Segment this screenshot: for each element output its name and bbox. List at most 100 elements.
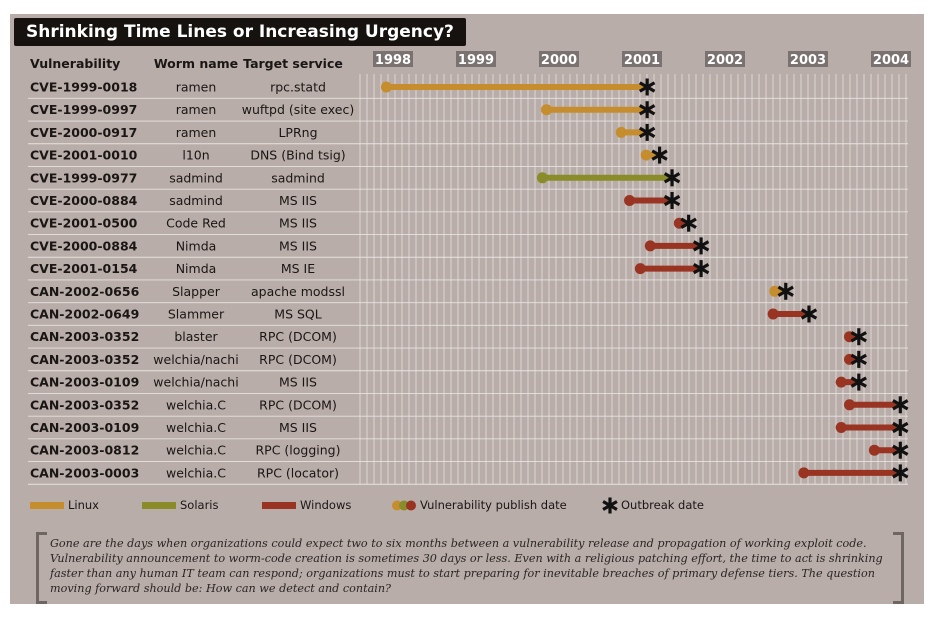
year-tick-bg	[622, 51, 662, 67]
publish-dot	[644, 240, 656, 252]
legend-dot-linux	[392, 500, 402, 511]
legend-label-linux: Linux	[68, 498, 99, 512]
worm-name: ramen	[176, 125, 217, 140]
outbreak-asterisk	[892, 396, 909, 414]
worm-name: blaster	[174, 329, 218, 344]
vulnerability-id: CVE-1999-0997	[30, 102, 137, 117]
worm-name: Slapper	[172, 284, 221, 299]
outbreak-asterisk	[850, 328, 867, 346]
outbreak-asterisk	[850, 350, 867, 368]
year-tick-label: 2002	[707, 53, 743, 68]
target-service: MS IIS	[279, 420, 317, 435]
worm-name: ramen	[176, 102, 217, 117]
outbreak-asterisk	[800, 305, 818, 323]
target-service: RPC (logging)	[256, 443, 341, 458]
publish-dot	[835, 422, 847, 433]
vulnerability-id: CVE-2000-0884	[30, 193, 138, 208]
publish-dot	[640, 149, 652, 161]
outbreak-asterisk	[692, 260, 710, 278]
year-tick-label: 2001	[624, 53, 660, 68]
legend-swatch-windows	[262, 502, 296, 509]
outbreak-asterisk	[777, 282, 794, 300]
publish-dot	[541, 104, 553, 116]
target-service: MS SQL	[274, 307, 321, 322]
year-tick-label: 2000	[541, 53, 577, 68]
target-service: wuftpd (site exec)	[242, 102, 354, 117]
worm-name: welchia.C	[166, 465, 226, 480]
publish-dot	[798, 467, 810, 479]
legend-dot-windows	[406, 500, 416, 511]
year-tick-bg	[456, 51, 496, 67]
publish-dot	[536, 172, 548, 184]
target-service: MS IIS	[279, 375, 317, 390]
vulnerability-id: CVE-2001-0154	[30, 261, 138, 276]
quote-bracket-left	[36, 532, 47, 604]
publish-dot	[868, 444, 880, 456]
vulnerability-id: CAN-2003-0352	[30, 329, 139, 344]
worm-name: Nimda	[176, 261, 217, 276]
outbreak-asterisk	[892, 441, 909, 459]
year-tick-label: 2004	[873, 53, 909, 68]
outbreak-asterisk	[692, 237, 710, 255]
legend-label-solaris: Solaris	[180, 498, 219, 512]
year-tick-bg	[705, 51, 745, 67]
outbreak-asterisk	[680, 214, 697, 232]
vulnerability-id: CVE-1999-0018	[30, 80, 137, 95]
target-service: LPRng	[278, 125, 317, 140]
worm-name: welchia.C	[166, 397, 226, 412]
publish-dot	[767, 308, 779, 320]
quote-bracket-right	[893, 532, 904, 604]
outbreak-asterisk	[663, 192, 681, 209]
worm-name: Code Red	[166, 216, 226, 231]
worm-name: welchia/nachi	[153, 375, 238, 390]
publish-dot	[634, 263, 646, 275]
vulnerability-id: CAN-2002-0649	[30, 307, 139, 322]
publish-dot	[615, 126, 627, 138]
worm-name: sadmind	[169, 193, 223, 208]
outbreak-asterisk	[638, 123, 656, 141]
worm-name: ramen	[176, 80, 217, 95]
legend-asterisk	[602, 497, 618, 514]
worm-name: welchia.C	[166, 443, 226, 458]
publish-dot	[624, 195, 636, 206]
vulnerability-id: CAN-2003-0109	[30, 375, 139, 390]
outbreak-asterisk	[892, 464, 909, 482]
legend-swatch-solaris	[142, 502, 176, 509]
outbreak-asterisk	[651, 146, 668, 164]
target-service: MS IIS	[279, 216, 317, 231]
worm-name: Slammer	[168, 307, 225, 322]
outbreak-asterisk	[892, 419, 909, 436]
target-service: RPC (locator)	[257, 465, 339, 480]
vulnerability-id: CVE-2000-0917	[30, 125, 137, 140]
legend-label-publish: Vulnerability publish date	[420, 498, 567, 512]
year-tick-label: 2003	[790, 53, 826, 68]
target-service: rpc.statd	[270, 80, 326, 95]
year-tick-bg	[788, 51, 828, 67]
header-worm-name: Worm name	[154, 56, 238, 71]
publish-dot	[769, 285, 781, 297]
year-tick-bg	[539, 51, 579, 67]
target-service: RPC (DCOM)	[259, 397, 337, 412]
legend-dot-solaris	[399, 500, 409, 511]
target-service: MS IE	[281, 261, 315, 276]
year-tick-bg	[373, 51, 413, 67]
target-service: MS IIS	[279, 193, 317, 208]
publish-dot	[844, 399, 855, 411]
vulnerability-id: CVE-2001-0010	[30, 148, 138, 163]
target-service: DNS (Bind tsig)	[250, 148, 345, 163]
publish-dot	[835, 376, 847, 388]
outbreak-asterisk	[663, 169, 681, 187]
vulnerability-id: CVE-1999-0977	[30, 170, 137, 185]
year-tick-label: 1999	[458, 53, 494, 68]
plot-area	[356, 74, 908, 484]
worm-name: welchia.C	[166, 420, 226, 435]
chart-title: Shrinking Time Lines or Increasing Urgen…	[14, 18, 466, 46]
outbreak-asterisk	[638, 101, 656, 119]
vulnerability-id: CAN-2003-0352	[30, 352, 139, 367]
legend-label-outbreak: Outbreak date	[621, 498, 704, 512]
worm-name: sadmind	[169, 170, 223, 185]
vulnerability-id: CVE-2000-0884	[30, 238, 138, 253]
vulnerability-id: CAN-2003-0109	[30, 420, 139, 435]
target-service: RPC (DCOM)	[259, 329, 337, 344]
